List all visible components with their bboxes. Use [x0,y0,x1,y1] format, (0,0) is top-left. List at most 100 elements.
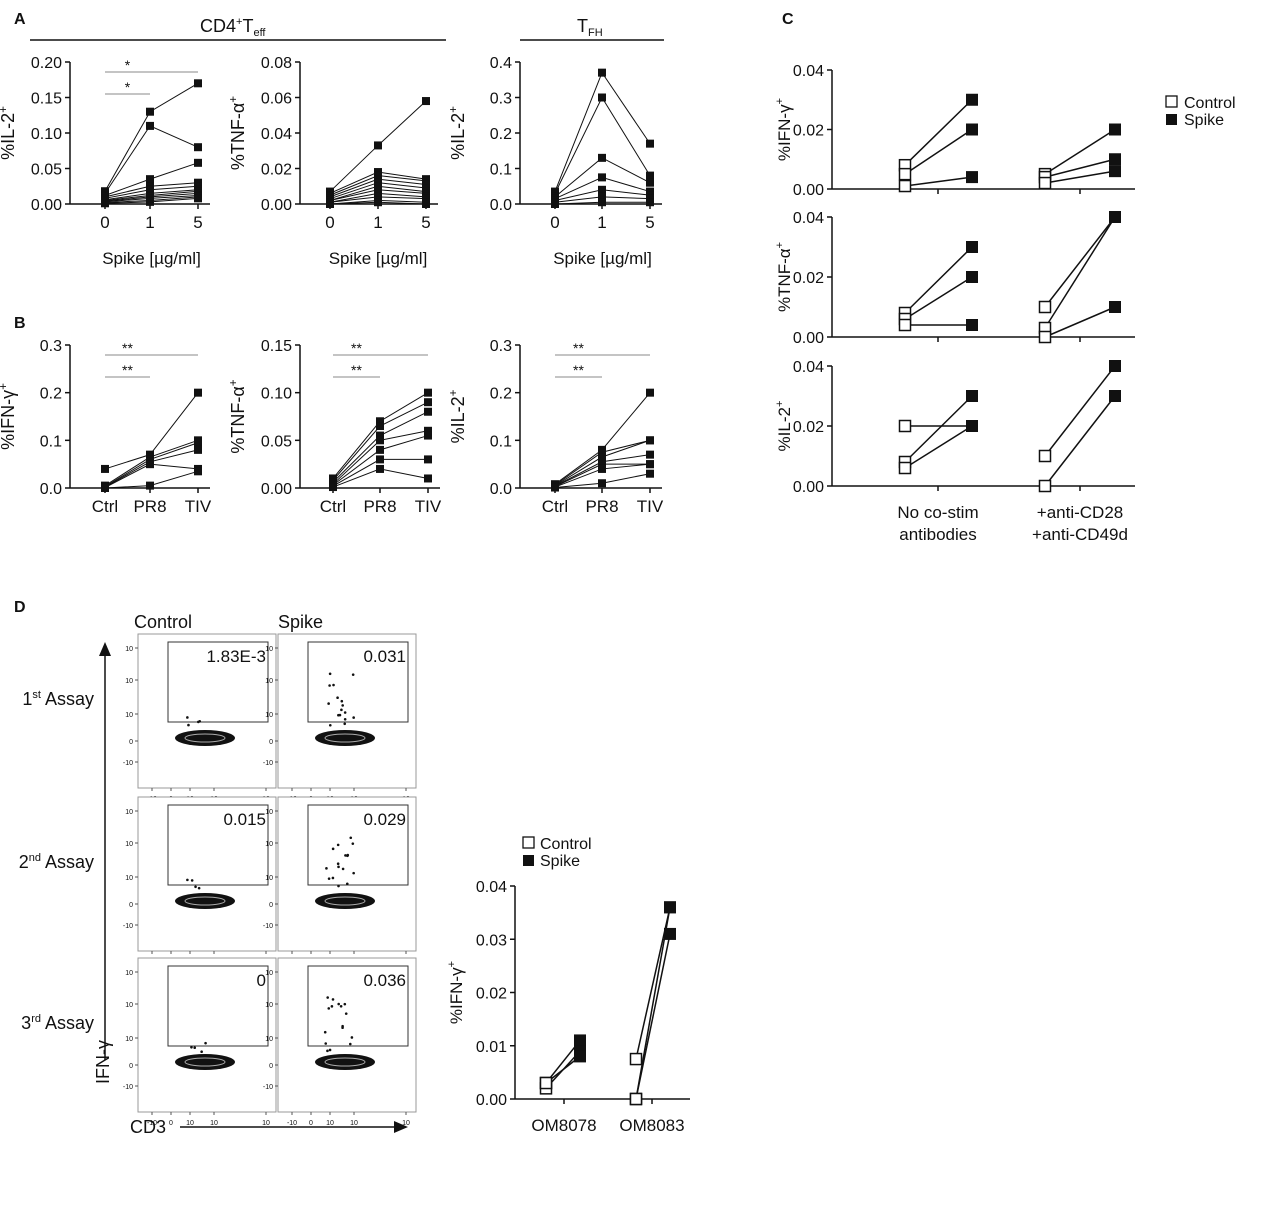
y-tick-label: 0.00 [793,479,824,496]
cluster-contour [184,896,226,906]
flow-plot: 10 10 10 0 -10 -10 0 10 10 10 0.036 [263,957,417,1127]
x-tick-label: 5 [193,213,202,232]
chart-a2: 0.00 0.02 0.04 0.06 0.08 0 1 5 Spike [µg/ml] %TNF… [227,55,438,268]
y-tick-label: 0 [269,1063,273,1070]
data-point [146,121,154,130]
x-tick-label: 0 [100,213,109,232]
y-tick-label: 0.0 [490,197,512,214]
event-dot [341,704,344,707]
y-tick-label: 0.01 [476,1039,507,1056]
significance-label: ** [122,362,133,378]
svg-text:CD4+Teff: CD4+Teff [200,16,266,39]
pair-line [1044,395,1116,487]
x-tick-label: -10 [147,1120,157,1127]
event-dot [344,1012,348,1015]
y-tick-label: 0.02 [476,986,507,1003]
gate-box [307,804,409,886]
event-dot [346,854,349,858]
y-tick-label: 10 [265,841,273,848]
data-point [101,464,109,473]
flow-layer: Control Spike 1st Assay 2nd Assay 3rd Assay I… [19,612,417,1137]
control-point [1038,479,1052,493]
x-axis-label: Spike [µg/ml] [102,249,201,268]
header-tfh-sub: FH [588,27,603,39]
event-dot [352,871,355,875]
panel-label-c: C [782,11,794,28]
y-tick-label: 0.2 [40,386,62,403]
pair-line [1044,365,1116,457]
y-tick-label: 0.1 [40,433,62,450]
chart-b2: 0.00 0.05 0.10 0.15 Ctrl PR8 TIV %TNF-α+ ** ** [227,338,442,516]
data-point [422,200,430,208]
chart-a3: 0.0 0.1 0.2 0.3 0.4 0 1 5 Spike [µg/ml] %IL-2+ [447,55,662,268]
event-dot [331,847,335,851]
event-dot [186,878,189,882]
data-point [101,199,109,208]
y-axis-label: %TNF-α+ [227,379,248,453]
control-point [629,1092,643,1106]
data-point [376,455,384,464]
gate-box [167,965,269,1047]
cluster-contour [324,1057,366,1067]
y-tick-label: 0.0 [490,481,512,498]
control-point [1038,449,1052,463]
control-point [898,419,912,433]
data-point [598,68,606,77]
data-point [101,484,109,492]
event-dot [336,862,340,866]
legend-control-label: Control [1184,95,1236,112]
data-point [424,426,432,435]
y-axis-label: %IL-2+ [447,389,468,443]
y-tick-label: 10 [125,646,133,653]
x-tick-label: OM8078 [531,1116,596,1135]
y-tick-label: 0 [129,739,133,746]
event-dot [326,996,329,999]
cluster-contour [324,733,366,743]
x-tick-label: antibodies [899,525,977,544]
x-axis-label: CD3 [130,1117,166,1137]
event-dot [204,1041,207,1045]
x-tick-label: Ctrl [542,497,568,516]
y-tick-label: 0.3 [490,91,512,108]
panel-label-d: D [14,599,26,616]
row-label: 1st Assay [22,689,94,709]
y-tick-label: 0.00 [793,182,824,199]
data-point [598,185,606,194]
cell-cluster [175,730,235,746]
significance-label: ** [573,340,584,356]
y-tick-label: 10 [265,970,273,977]
event-dot [351,673,355,676]
y-tick-label: 0.03 [476,932,507,949]
event-dot [325,867,328,870]
y-tick-label: 10 [125,1036,133,1043]
data-point [646,198,654,207]
y-tick-label: 10 [265,678,273,685]
data-point [551,483,559,492]
y-tick-label: 10 [265,875,273,882]
y-tick-label: 0.1 [490,162,512,179]
pair-line [904,395,973,463]
data-point [376,422,384,431]
header-tfh: TFH [520,16,664,41]
y-tick-label: 0.08 [261,55,292,72]
y-tick-label: 0.02 [793,419,824,436]
data-point [646,436,654,445]
data-point [424,474,432,483]
event-dot [344,854,347,857]
event-dot [337,865,340,869]
event-dot [328,684,331,687]
spike-point [1109,165,1121,178]
plot-frame [277,633,417,789]
event-dot [193,1046,197,1050]
y-tick-label: -10 [123,760,133,767]
cluster-contour [184,733,226,743]
y-axis-label: %IL-2+ [447,106,468,160]
y-tick-label: 0.04 [793,359,824,376]
cluster-contour [184,1057,226,1067]
x-tick-label: Ctrl [92,497,118,516]
row-label: 2nd Assay [19,852,94,872]
y-axis-label: %IL-2+ [0,106,18,160]
x-tick-label: PR8 [363,497,396,516]
chart-b3: 0.0 0.1 0.2 0.3 Ctrl PR8 TIV %IL-2+ ** ** [447,338,664,516]
